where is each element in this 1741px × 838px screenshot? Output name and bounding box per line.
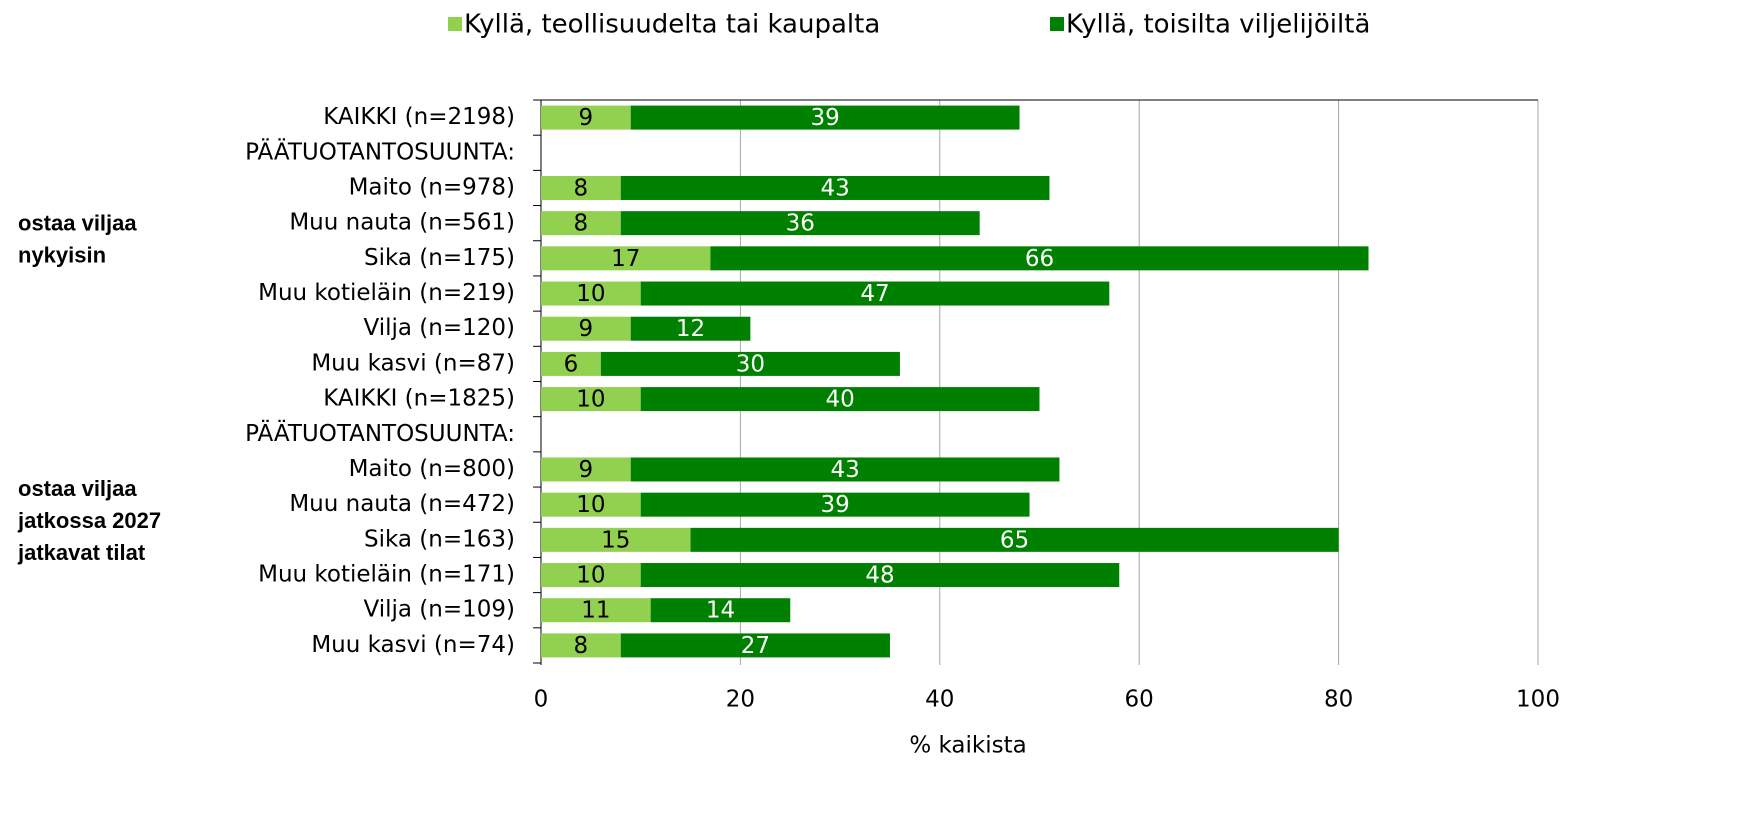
- legend-label: Kyllä, teollisuudelta tai kaupalta: [464, 10, 880, 40]
- x-tick-label: 100: [1516, 687, 1560, 713]
- x-tick-label: 80: [1324, 687, 1353, 713]
- y-tick-label: Muu nauta (n=472): [289, 491, 515, 517]
- bar-segment: [541, 527, 691, 552]
- data-label: 10: [576, 492, 605, 518]
- y-tick-label: PÄÄTUOTANTOSUUNTA:: [245, 137, 515, 165]
- x-axis-title: % kaikista: [909, 733, 1026, 759]
- data-label: 10: [576, 387, 605, 413]
- data-label: 39: [811, 105, 840, 131]
- bar-segment: [710, 246, 1369, 271]
- bar-segment: [541, 175, 621, 200]
- bar-segment: [541, 246, 711, 271]
- data-label: 17: [611, 246, 640, 272]
- bar-segment: [600, 351, 900, 376]
- data-label: 10: [576, 281, 605, 307]
- group-label: jatkossa 2027: [17, 508, 161, 533]
- group-label: nykyisin: [18, 243, 106, 268]
- data-label: 8: [574, 211, 589, 237]
- bar-segment: [541, 457, 631, 482]
- legend-swatch: [448, 17, 462, 31]
- bar-segment: [541, 211, 621, 236]
- data-label: 15: [601, 527, 630, 553]
- bar-segment: [640, 563, 1120, 588]
- data-label: 9: [579, 316, 594, 342]
- group-label: ostaa viljaa: [18, 476, 137, 501]
- data-label: 43: [830, 457, 859, 483]
- y-tick-label: Maito (n=800): [349, 456, 515, 482]
- data-label: 9: [579, 105, 594, 131]
- bar-segment: [541, 563, 641, 588]
- data-label: 9: [579, 457, 594, 483]
- data-label: 6: [564, 351, 579, 377]
- data-label: 11: [581, 598, 610, 624]
- group-label: ostaa viljaa: [18, 211, 137, 236]
- legend-swatch: [1050, 17, 1064, 31]
- data-label: 66: [1025, 246, 1054, 272]
- bar-segment: [541, 316, 631, 341]
- bar-segment: [620, 211, 980, 236]
- y-tick-label: Maito (n=978): [349, 174, 515, 200]
- data-label: 40: [825, 387, 854, 413]
- bar-segment: [620, 633, 890, 658]
- data-label: 43: [820, 175, 849, 201]
- bar-segment: [620, 175, 1050, 200]
- y-tick-label: Vilja (n=109): [364, 597, 516, 623]
- x-tick-label: 40: [925, 687, 954, 713]
- y-tick-label: PÄÄTUOTANTOSUUNTA:: [245, 419, 515, 447]
- y-tick-label: KAIKKI (n=2198): [323, 104, 515, 130]
- bar-segment: [630, 457, 1060, 482]
- bar-segment: [541, 598, 651, 623]
- bar-segment: [650, 598, 791, 623]
- bar-segment: [690, 527, 1339, 552]
- data-label: 12: [676, 316, 705, 342]
- y-tick-label: Muu kasvi (n=74): [311, 632, 515, 658]
- y-tick-label: Muu kotieläin (n=219): [258, 280, 515, 306]
- y-tick-label: Muu kotieläin (n=171): [258, 562, 515, 588]
- bar-segment: [541, 633, 621, 658]
- x-tick-label: 20: [726, 687, 755, 713]
- y-tick-label: Vilja (n=120): [364, 315, 516, 341]
- data-label: 8: [574, 633, 589, 659]
- data-label: 14: [706, 598, 735, 624]
- group-label: jatkavat tilat: [17, 540, 146, 565]
- x-tick-label: 0: [534, 687, 549, 713]
- data-label: 36: [786, 211, 815, 237]
- bar-segment: [630, 316, 751, 341]
- x-tick-label: 60: [1125, 687, 1154, 713]
- y-tick-label: Muu nauta (n=561): [289, 210, 515, 236]
- bar-segment: [541, 387, 641, 412]
- legend-label: Kyllä, toisilta viljelijöiltä: [1066, 10, 1370, 40]
- bar-segment: [640, 492, 1030, 517]
- y-tick-label: Sika (n=163): [364, 526, 515, 552]
- y-tick-label: Sika (n=175): [364, 245, 515, 271]
- y-tick-label: KAIKKI (n=1825): [323, 386, 515, 412]
- bar-segment: [640, 387, 1040, 412]
- bar-segment: [541, 281, 641, 306]
- bar-segment: [541, 492, 641, 517]
- data-label: 39: [820, 492, 849, 518]
- data-label: 27: [741, 633, 770, 659]
- y-tick-label: Muu kasvi (n=87): [311, 350, 515, 376]
- data-label: 48: [865, 563, 894, 589]
- data-label: 8: [574, 175, 589, 201]
- bar-segment: [541, 105, 631, 130]
- data-label: 65: [1000, 527, 1029, 553]
- bar-segment: [630, 105, 1020, 130]
- data-label: 30: [736, 351, 765, 377]
- data-label: 47: [860, 281, 889, 307]
- data-label: 10: [576, 563, 605, 589]
- bar-segment: [541, 351, 601, 376]
- bar-segment: [640, 281, 1110, 306]
